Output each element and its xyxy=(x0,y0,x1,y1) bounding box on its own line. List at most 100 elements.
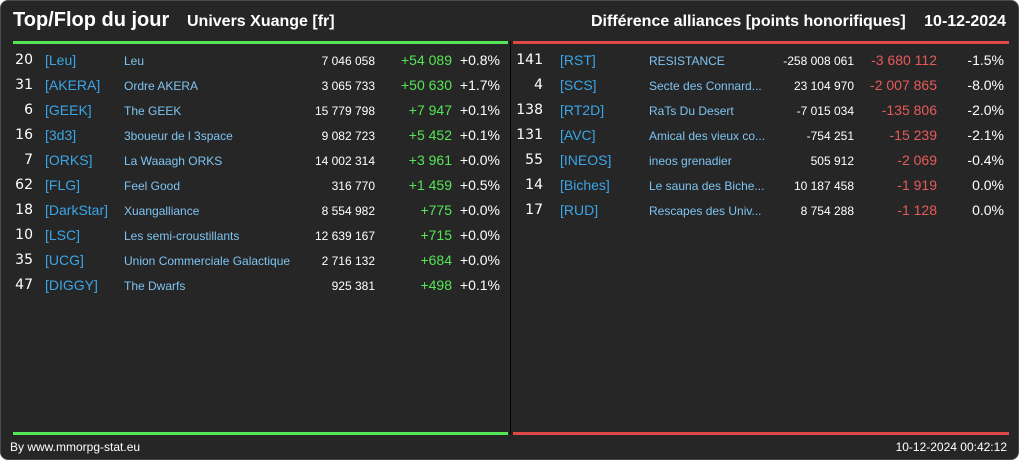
percent-change: 0.0% xyxy=(972,177,1004,193)
alliance-name-link[interactable]: ineos grenadier xyxy=(649,154,732,168)
top-separator-red xyxy=(513,41,1009,44)
list-item: 18 [DarkStar] Xuangalliance 8 554 982 +775 +0… xyxy=(13,199,508,224)
alliance-points: 3 065 733 xyxy=(321,79,375,93)
alliance-name-link[interactable]: Ordre AKERA xyxy=(124,79,199,93)
points-difference: -3 680 112 xyxy=(871,52,937,68)
points-difference: -1 919 xyxy=(897,177,937,193)
percent-change: +0.1% xyxy=(459,127,500,143)
alliance-points: 7 046 058 xyxy=(321,54,375,68)
alliance-tag-link[interactable]: [RST] xyxy=(560,52,596,68)
alliance-name-link[interactable]: The Dwarfs xyxy=(124,279,186,293)
list-item: 6 [GEEK] The GEEK 15 779 798 +7 947 +0.1% xyxy=(13,99,508,124)
alliance-tag-link[interactable]: [LSC] xyxy=(45,227,81,243)
points-difference: -1 128 xyxy=(897,202,937,218)
list-item: 35 [UCG] Union Commerciale Galactique 2 716… xyxy=(13,249,508,274)
alliance-name-link[interactable]: RaTs Du Desert xyxy=(649,104,734,118)
alliance-tag-link[interactable]: [RT2D] xyxy=(560,102,605,118)
alliance-tag-link[interactable]: [AKERA] xyxy=(45,77,101,93)
alliance-rank: 18 xyxy=(15,202,33,218)
header-right: Différence alliances [points honorifique… xyxy=(591,13,1006,31)
alliance-tag-link[interactable]: [Leu] xyxy=(45,52,77,68)
alliance-name-link[interactable]: Les semi-croustillants xyxy=(124,229,240,243)
alliance-points: 8 754 288 xyxy=(800,204,854,218)
alliance-name-link[interactable]: Union Commerciale Galactique xyxy=(124,254,291,268)
alliance-tag-link[interactable]: [SCS] xyxy=(560,77,597,93)
alliance-tag-link[interactable]: [Biches] xyxy=(560,177,610,193)
bottom-separator-red xyxy=(513,432,1009,435)
alliance-tag-link[interactable]: [FLG] xyxy=(45,177,81,193)
alliance-name-link[interactable]: La Waaagh ORKS xyxy=(124,154,223,168)
points-difference: -15 239 xyxy=(889,127,937,143)
alliance-points: 12 639 167 xyxy=(314,229,375,243)
alliance-rank: 14 xyxy=(525,177,543,193)
points-difference: +7 947 xyxy=(408,102,452,118)
points-difference: +1 459 xyxy=(408,177,452,193)
points-difference: +3 961 xyxy=(408,152,452,168)
alliance-points: 10 187 458 xyxy=(793,179,854,193)
points-difference: +684 xyxy=(420,252,452,268)
percent-change: +0.0% xyxy=(459,252,500,268)
alliance-name-link[interactable]: Le sauna des Biche... xyxy=(649,179,765,193)
alliance-rank: 141 xyxy=(516,52,543,68)
alliance-tag-link[interactable]: [3d3] xyxy=(45,127,77,143)
alliance-name-link[interactable]: Amical des vieux co... xyxy=(649,129,766,143)
alliance-name-link[interactable]: The GEEK xyxy=(124,104,182,118)
list-item: 20 [Leu] Leu 7 046 058 +54 089 +0.8% xyxy=(13,49,508,74)
points-difference: -2 069 xyxy=(897,152,937,168)
list-item: 31 [AKERA] Ordre AKERA 3 065 733 +50 630 +1.7… xyxy=(13,74,508,99)
list-item: 17 [RUD] Rescapes des Univ... 8 754 288 -1 1… xyxy=(513,199,1009,224)
percent-change: 0.0% xyxy=(972,202,1004,218)
list-item: 14 [Biches] Le sauna des Biche... 10 187 45… xyxy=(513,174,1009,199)
bottom-separator-green xyxy=(13,432,508,435)
percent-change: -1.5% xyxy=(967,52,1004,68)
alliance-points: 505 912 xyxy=(810,154,854,168)
percent-change: +0.0% xyxy=(459,202,500,218)
alliance-name-link[interactable]: Leu xyxy=(124,54,145,68)
alliance-name-link[interactable]: RESISTANCE xyxy=(649,54,725,68)
alliance-points: 9 082 723 xyxy=(321,129,375,143)
alliance-points: 8 554 982 xyxy=(321,204,375,218)
percent-change: -2.0% xyxy=(967,102,1004,118)
list-item: 138 [RT2D] RaTs Du Desert -7 015 034 -135 80… xyxy=(513,99,1009,124)
percent-change: +0.8% xyxy=(459,52,500,68)
top-separator-green xyxy=(13,41,508,44)
points-difference: +50 630 xyxy=(401,77,452,93)
alliance-tag-link[interactable]: [DarkStar] xyxy=(45,202,109,218)
list-item: 55 [INEOS] ineos grenadier 505 912 -2 069 -0.… xyxy=(513,149,1009,174)
alliance-rank: 7 xyxy=(24,152,33,168)
alliance-points: 2 716 132 xyxy=(321,254,375,268)
list-item: 141 [RST] RESISTANCE -258 008 061 -3 680 112… xyxy=(513,49,1009,74)
alliance-tag-link[interactable]: [DIGGY] xyxy=(45,277,98,293)
alliance-tag-link[interactable]: [ORKS] xyxy=(45,152,93,168)
alliance-tag-link[interactable]: [GEEK] xyxy=(45,102,92,118)
percent-change: -0.4% xyxy=(967,152,1004,168)
list-item: 62 [FLG] Feel Good 316 770 +1 459 +0.5% xyxy=(13,174,508,199)
alliance-name-link[interactable]: Rescapes des Univ... xyxy=(649,204,762,218)
alliance-rank: 17 xyxy=(525,202,543,218)
alliance-tag-link[interactable]: [UCG] xyxy=(45,252,84,268)
percent-change: -2.1% xyxy=(967,127,1004,143)
list-item: 131 [AVC] Amical des vieux co... -754 251 -1… xyxy=(513,124,1009,149)
alliance-points: 15 779 798 xyxy=(314,104,375,118)
source-credit: By www.mmorpg-stat.eu xyxy=(10,440,141,454)
alliance-points: 925 381 xyxy=(331,279,375,293)
alliance-rank: 4 xyxy=(534,77,543,93)
alliance-name-link[interactable]: 3boueur de l 3space xyxy=(124,129,233,143)
alliance-tag-link[interactable]: [INEOS] xyxy=(560,152,612,168)
alliance-points: -258 008 061 xyxy=(783,54,854,68)
list-item: 7 [ORKS] La Waaagh ORKS 14 002 314 +3 961 +0.… xyxy=(13,149,508,174)
points-difference: -135 806 xyxy=(881,102,937,118)
alliance-rank: 6 xyxy=(24,102,33,118)
alliance-rank: 131 xyxy=(516,127,543,143)
alliance-points: -754 251 xyxy=(806,129,854,143)
alliance-name-link[interactable]: Xuangalliance xyxy=(124,204,200,218)
alliance-rank: 10 xyxy=(15,227,33,243)
percent-change: +0.0% xyxy=(459,227,500,243)
alliance-tag-link[interactable]: [RUD] xyxy=(560,202,599,218)
alliance-tag-link[interactable]: [AVC] xyxy=(560,127,596,143)
alliance-name-link[interactable]: Feel Good xyxy=(124,179,181,193)
points-difference: +775 xyxy=(420,202,452,218)
alliance-name-link[interactable]: Secte des Connard... xyxy=(649,79,762,93)
alliance-rank: 16 xyxy=(15,127,33,143)
